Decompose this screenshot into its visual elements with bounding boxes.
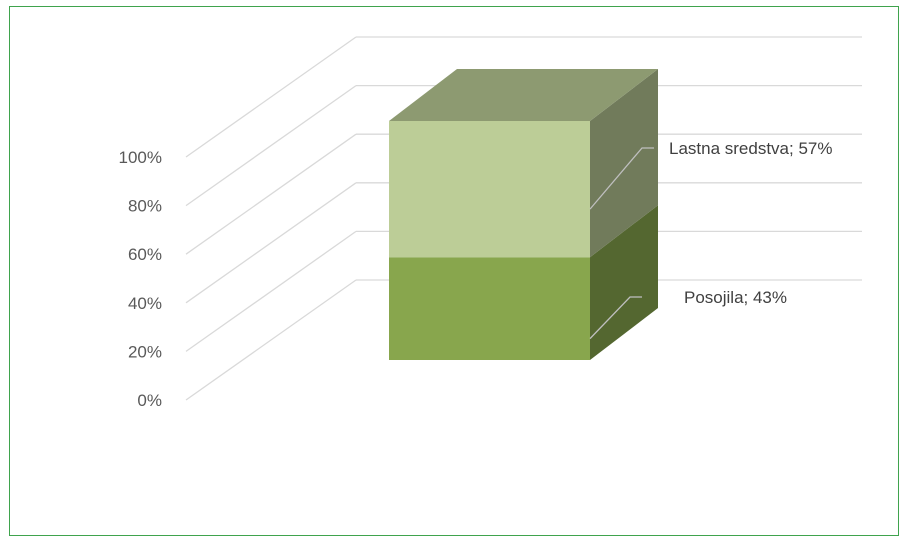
data-label: Lastna sredstva; 57%	[669, 139, 832, 158]
stacked-3d-bar-chart: 0% 20% 40% 60% 80% 100% Posojila; 43% Lastna s…	[119, 36, 862, 410]
bars	[389, 69, 658, 360]
y-tick-label: 100%	[119, 148, 162, 167]
data-labels: Posojila; 43% Lastna sredstva; 57%	[589, 139, 832, 340]
data-label: Posojila; 43%	[684, 288, 787, 307]
gridline-oblique	[185, 85, 357, 207]
bar-segment-side	[590, 69, 658, 258]
gridline-oblique	[185, 182, 357, 304]
y-tick-label: 80%	[128, 197, 162, 216]
y-axis-ticks: 0% 20% 40% 60% 80% 100%	[119, 148, 162, 410]
gridline-oblique	[185, 279, 357, 401]
data-label-leader	[589, 147, 654, 210]
gridline-oblique	[185, 230, 357, 352]
bar-segment-front	[389, 257, 590, 360]
y-tick-label: 0%	[137, 391, 162, 410]
gridline-oblique	[185, 36, 357, 158]
gridline-oblique	[185, 133, 357, 255]
y-tick-label: 20%	[128, 342, 162, 361]
y-tick-label: 60%	[128, 245, 162, 264]
y-tick-label: 40%	[128, 294, 162, 313]
data-label-leader	[589, 296, 642, 340]
bar-segment-front	[389, 121, 590, 258]
bar-segment-top	[389, 69, 658, 121]
